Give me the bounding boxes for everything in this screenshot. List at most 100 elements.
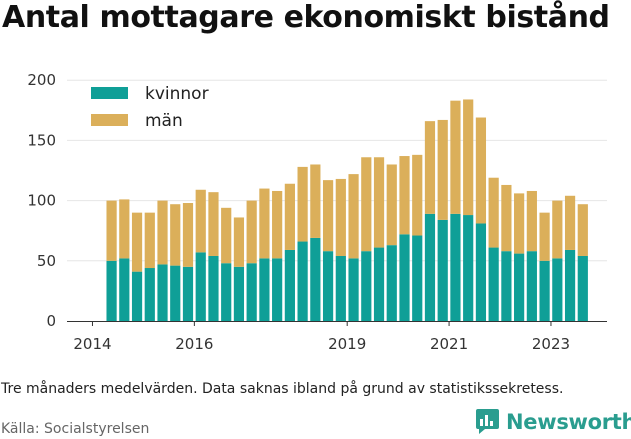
bar-kvinnor [335, 255, 346, 321]
x-tick-label: 2016 [175, 335, 213, 353]
bar-man [195, 189, 206, 253]
bar-kvinnor [182, 266, 194, 321]
bar-kvinnor [310, 237, 321, 321]
bar-man [233, 217, 245, 267]
bar-kvinnor [361, 251, 372, 321]
brand-name: Newsworthy [506, 409, 631, 434]
bar-chart-speech-bubble-icon [476, 409, 499, 434]
bar-kvinnor [170, 265, 181, 321]
source-text: Källa: Socialstyrelsen [1, 421, 150, 437]
bar-kvinnor [322, 251, 334, 321]
y-tick-label: 0 [46, 312, 56, 330]
bar-man [399, 156, 410, 235]
brand-logo[interactable]: Newsworthy [475, 408, 631, 435]
legend-swatch-man [91, 114, 128, 126]
bar-kvinnor [488, 247, 499, 321]
bar-kvinnor [106, 260, 117, 321]
bar-man [412, 154, 423, 236]
legend-label-kvinnor: kvinnor [145, 84, 209, 104]
bar-man [514, 193, 525, 254]
bar-kvinnor [233, 266, 245, 321]
bar-man [335, 178, 346, 256]
bar-man [322, 180, 334, 252]
bar-kvinnor [272, 258, 283, 321]
bar-man [221, 207, 232, 264]
bar-kvinnor [437, 219, 448, 321]
bar-kvinnor [577, 255, 588, 321]
bar-man [297, 166, 308, 242]
bar-man [373, 157, 385, 248]
bar-man [386, 164, 397, 246]
bar-kvinnor [221, 263, 232, 321]
y-axis-ticks: 0 50 100 150 200 [27, 71, 56, 330]
bar-kvinnor [412, 235, 423, 321]
legend-label-man: män [145, 111, 183, 131]
bar-man [450, 100, 461, 214]
bar-man [488, 177, 499, 248]
bar-kvinnor [284, 249, 295, 321]
chart-title: Antal mottagare ekonomiskt bistånd [2, 0, 610, 35]
bar-man [348, 174, 359, 259]
y-tick-label: 100 [27, 192, 56, 210]
bar-man [144, 212, 155, 269]
bar-man [170, 204, 181, 266]
chart-area: 0 50 100 150 200 2014 2016 2019 2021 2023 kvinno… [27, 71, 607, 353]
bar-man [463, 99, 474, 216]
bars [106, 99, 588, 321]
chart-note: Tre månaders medelvärden. Data saknas ib… [1, 381, 564, 397]
legend: kvinnor män [91, 84, 209, 131]
bar-kvinnor [539, 260, 550, 321]
x-tick-label: 2021 [430, 335, 468, 353]
bar-man [437, 119, 448, 220]
bar-kvinnor [386, 245, 397, 321]
bar-man [539, 212, 550, 261]
x-tick-label: 2014 [73, 335, 111, 353]
bar-man [246, 200, 257, 264]
y-tick-label: 200 [27, 71, 56, 89]
bar-man [310, 164, 321, 238]
bar-man [208, 192, 219, 256]
bar-man [182, 203, 194, 267]
x-tick-label: 2019 [328, 335, 366, 353]
bar-kvinnor [475, 223, 487, 321]
bar-kvinnor [208, 255, 219, 321]
bar-kvinnor [399, 234, 410, 321]
bar-kvinnor [463, 215, 474, 321]
bar-man [424, 121, 436, 214]
bar-man [501, 184, 512, 252]
bar-man [552, 200, 563, 259]
bar-man [259, 188, 270, 259]
bar-man [131, 212, 143, 272]
bar-kvinnor [157, 264, 168, 321]
bar-kvinnor [246, 263, 257, 321]
bar-kvinnor [195, 252, 206, 321]
bar-man [361, 157, 372, 252]
y-tick-label: 50 [37, 252, 56, 270]
x-axis: 2014 2016 2019 2021 2023 [67, 321, 607, 353]
bar-man [564, 195, 576, 250]
bar-man [475, 117, 487, 224]
bar-kvinnor [501, 251, 512, 321]
y-tick-label: 150 [27, 131, 56, 149]
legend-swatch-kvinnor [91, 87, 128, 99]
bar-kvinnor [259, 258, 270, 321]
bar-man [284, 183, 295, 250]
bar-kvinnor [526, 251, 537, 321]
bar-kvinnor [119, 258, 130, 321]
bar-man [272, 190, 283, 259]
bar-kvinnor [450, 213, 461, 321]
bar-kvinnor [552, 258, 563, 321]
bar-kvinnor [424, 213, 436, 321]
bar-kvinnor [131, 271, 143, 321]
bar-man [526, 190, 537, 252]
bar-man [119, 199, 130, 259]
bar-kvinnor [144, 268, 155, 321]
bar-kvinnor [348, 258, 359, 321]
bar-kvinnor [373, 247, 385, 321]
bar-kvinnor [564, 249, 576, 321]
bar-kvinnor [297, 241, 308, 321]
x-tick-label: 2023 [532, 335, 570, 353]
bar-man [577, 204, 588, 256]
bar-man [157, 200, 168, 265]
bar-man [106, 200, 117, 261]
